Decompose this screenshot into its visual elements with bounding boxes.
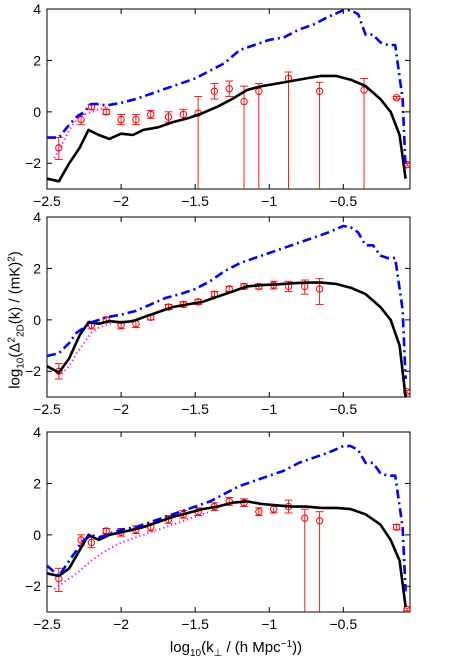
- series-line-dotted-magenta: [53, 510, 211, 590]
- error-bar-group: [54, 71, 410, 189]
- x-tick-label: −2: [113, 616, 129, 632]
- x-tick-label: −2: [113, 401, 129, 417]
- x-tick-label: −1: [261, 401, 277, 417]
- data-point: [255, 508, 263, 516]
- series-line-dashed-blue: [47, 444, 407, 592]
- panel-middle: −2.5 −2 −1.5 −1 −0.5 −2 0 2 4: [25, 209, 411, 417]
- x-tick-label: −2.5: [33, 616, 61, 632]
- data-point: [315, 517, 324, 525]
- x-axis-label: log10(k⊥ / (h Mpc−1)): [170, 639, 302, 659]
- x-tick-label: −1.5: [181, 616, 209, 632]
- series-line-dashed-blue: [47, 224, 407, 380]
- data-point: [403, 605, 410, 612]
- data-point: [179, 110, 188, 119]
- series-line-solid-black: [47, 500, 407, 608]
- data-point: [240, 97, 248, 106]
- data-point: [117, 115, 125, 124]
- axes-box: [46, 431, 411, 613]
- plot-area: [47, 444, 410, 612]
- data-point: [315, 285, 324, 293]
- y-axis-label: log10(Δ22D(k) / (mK)2): [6, 251, 26, 389]
- data-point: [55, 144, 63, 152]
- data-point: [210, 87, 219, 95]
- data-point: [77, 115, 85, 124]
- y-tick-label: −2: [25, 155, 41, 171]
- y-tick-label: 4: [33, 209, 41, 225]
- y-tick-label: 0: [33, 312, 41, 328]
- data-point: [132, 115, 140, 124]
- axes-box: [46, 8, 411, 190]
- data-point: [301, 514, 309, 522]
- x-tick-label: −2.5: [33, 401, 61, 417]
- x-tick-label: −0.5: [330, 401, 358, 417]
- axes-box: [46, 216, 411, 398]
- y-tick-label: 0: [33, 527, 41, 543]
- data-point: [315, 87, 324, 95]
- y-tick-label: 4: [33, 424, 41, 440]
- data-point: [225, 85, 233, 93]
- y-tick-label: 2: [33, 52, 41, 68]
- x-tick-label: −0.5: [330, 193, 358, 209]
- series-line-dotted-magenta: [61, 320, 122, 375]
- error-bar-group: [54, 278, 410, 396]
- data-point: [392, 94, 401, 102]
- y-tick-label: 0: [33, 104, 41, 120]
- y-tick-label: 4: [33, 1, 41, 17]
- y-tick-label: 2: [33, 475, 41, 491]
- data-point: [164, 113, 173, 121]
- x-tick-label: −1.5: [181, 401, 209, 417]
- x-tick-label: −1: [261, 616, 277, 632]
- series-line-dotted-magenta: [53, 105, 107, 159]
- data-point: [392, 523, 401, 531]
- panel-top: −2.5 −2 −1.5 −1 −0.5 −2 0 2 4: [25, 1, 411, 209]
- data-point: [87, 538, 96, 547]
- plot-area: [47, 224, 410, 397]
- x-tick-label: −2: [113, 193, 129, 209]
- error-bar-group: [54, 497, 410, 612]
- y-tick-label: −2: [25, 363, 41, 379]
- series-line-solid-black: [47, 74, 407, 183]
- data-point: [102, 108, 110, 116]
- x-tick-label: −2.5: [33, 193, 61, 209]
- series-line-dashed-blue: [47, 9, 407, 169]
- series-line-solid-black: [47, 281, 407, 397]
- x-tick-label: −1.5: [181, 193, 209, 209]
- y-tick-label: −2: [25, 578, 41, 594]
- data-point: [147, 110, 155, 119]
- y-tick-label: 2: [33, 260, 41, 276]
- panel-bottom: −2.5 −2 −1.5 −1 −0.5 −2 0 2 4: [25, 424, 411, 632]
- plot-area: [47, 9, 410, 189]
- x-tick-label: −0.5: [330, 616, 358, 632]
- x-tick-label: −1: [261, 193, 277, 209]
